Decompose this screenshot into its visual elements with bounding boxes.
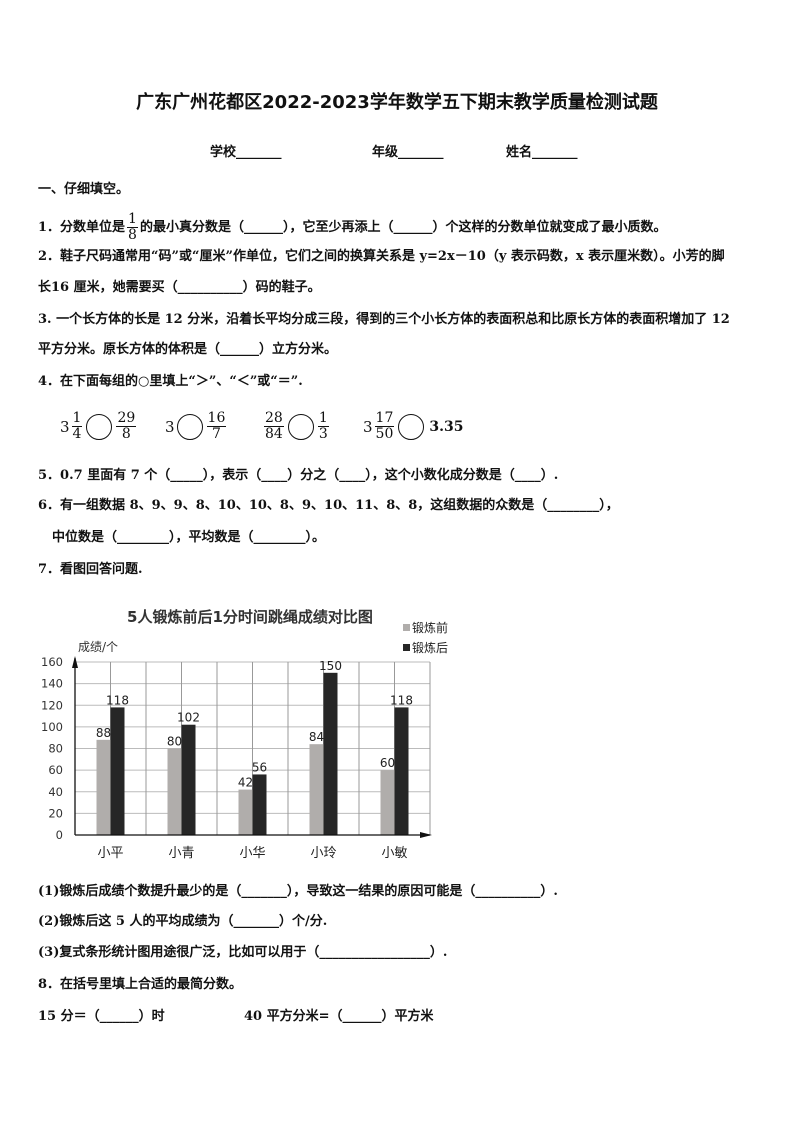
question-8: 8．在括号里填上合适的最简分数。 xyxy=(38,977,243,992)
whole-number: 3 xyxy=(363,417,373,436)
data-label: 88 xyxy=(96,726,111,740)
question-1: 1．分数单位是 1 8 的最小真分数是（______），它至少再添上（______）个… xyxy=(38,212,666,243)
section-heading: 一、仔细填空。 xyxy=(38,182,130,197)
name-field[interactable]: 姓名_______ xyxy=(506,145,578,160)
school-field[interactable]: 学校_______ xyxy=(210,145,282,160)
y-tick-label: 80 xyxy=(48,742,63,756)
fraction: 16 7 xyxy=(206,410,227,442)
fraction: 28 84 xyxy=(264,411,284,442)
question-6-line2: 中位数是（________），平均数是（________）。 xyxy=(52,530,326,545)
whole-number: 3 xyxy=(60,417,70,436)
y-tick-label: 160 xyxy=(41,655,63,669)
decimal-value: 3.35 xyxy=(429,418,464,435)
question-2-line2: 长16 厘米，她需要买（__________）码的鞋子。 xyxy=(38,280,321,295)
page-title: 广东广州花都区2022-2023学年数学五下期末教学质量检测试题 xyxy=(136,92,658,113)
comparison-item: 3 1 4 29 8 xyxy=(60,411,138,442)
comparison-item: 3 16 7 xyxy=(165,411,228,442)
denominator: 7 xyxy=(212,426,221,442)
data-label: 118 xyxy=(390,693,413,707)
numerator: 17 xyxy=(374,410,395,427)
chart-title: 5人锻炼前后1分时间跳绳成绩对比图 xyxy=(127,608,373,626)
y-tick-label: 100 xyxy=(41,720,63,734)
legend-label: 锻炼前 xyxy=(412,620,448,635)
question-3-line2: 平方分米。原长方体的体积是（______）立方分米。 xyxy=(38,342,338,357)
y-axis-arrow-icon xyxy=(72,656,78,668)
bar-after xyxy=(181,724,196,835)
answer-circle[interactable] xyxy=(398,413,425,440)
y-tick-label: 0 xyxy=(56,828,63,842)
x-tick-label: 小敏 xyxy=(381,846,407,861)
y-tick-label: 120 xyxy=(41,698,63,712)
q1-text-b: 的最小真分数是（______），它至少再添上（______）个这样的分数单位就变… xyxy=(139,220,667,235)
fraction: 29 8 xyxy=(116,410,137,442)
question-8-a: 15 分＝（______）时 xyxy=(38,1009,165,1024)
question-3-line1: 3. 一个长方体的长是 12 分米，沿着长平均分成三段，得到的三个小长方体的表面… xyxy=(38,312,730,327)
question-7-sub-3: (3)复式条形统计图用途很广泛，比如可以用于（_________________… xyxy=(38,945,448,960)
question-7: 7．看图回答问题. xyxy=(38,562,143,577)
fraction: 17 50 xyxy=(374,410,395,442)
x-tick-label: 小华 xyxy=(239,846,265,861)
comparison-item: 28 84 1 3 xyxy=(262,411,331,442)
answer-circle[interactable] xyxy=(287,413,314,440)
grade-field[interactable]: 年级_______ xyxy=(372,145,444,160)
question-4: 4．在下面每组的○里填上“＞”、“＜”或“＝”. xyxy=(38,374,303,389)
denominator: 3 xyxy=(318,426,328,442)
numerator: 1 xyxy=(127,211,138,228)
x-tick-label: 小青 xyxy=(168,846,194,861)
x-tick-label: 小平 xyxy=(97,846,123,861)
data-label: 118 xyxy=(106,693,129,707)
data-label: 150 xyxy=(319,659,342,673)
y-tick-label: 140 xyxy=(41,677,63,691)
legend-label: 锻炼后 xyxy=(412,640,448,655)
data-label: 60 xyxy=(380,756,395,770)
bar-after xyxy=(323,672,338,835)
question-7-sub-2: (2)锻炼后这 5 人的平均成绩为（_______）个/分. xyxy=(38,914,328,929)
denominator: 50 xyxy=(375,426,394,442)
numerator: 1 xyxy=(71,410,83,427)
numerator: 1 xyxy=(317,410,329,427)
question-7-sub-1: (1)锻炼后成绩个数提升最少的是（_______），导致这一结果的原因可能是（_… xyxy=(38,884,558,899)
y-tick-label: 40 xyxy=(48,785,63,799)
data-label: 84 xyxy=(309,730,324,744)
bar-before xyxy=(96,739,111,835)
x-tick-label: 小玲 xyxy=(310,846,336,861)
answer-circle[interactable] xyxy=(176,413,203,440)
numerator: 16 xyxy=(206,410,227,427)
numerator: 28 xyxy=(264,410,284,427)
legend-swatch xyxy=(403,624,410,631)
question-6-line1: 6．有一组数据 8、9、9、8、10、10、8、9、10、11、8、8，这组数据… xyxy=(38,498,619,513)
data-label: 80 xyxy=(167,735,182,749)
y-tick-label: 60 xyxy=(48,763,63,777)
bar-before xyxy=(309,744,324,835)
denominator: 84 xyxy=(265,426,283,442)
numerator: 29 xyxy=(116,410,137,427)
data-label: 56 xyxy=(252,760,267,774)
bar-before xyxy=(380,770,395,835)
question-5: 5．0.7 里面有 7 个（_____），表示（____）分之（____），这个… xyxy=(38,468,559,483)
data-label: 102 xyxy=(177,711,200,725)
x-axis-arrow-icon xyxy=(420,832,432,838)
bar-before xyxy=(238,789,253,835)
y-axis-label: 成绩/个 xyxy=(78,640,118,654)
bar-before xyxy=(167,748,182,835)
data-label: 42 xyxy=(238,776,253,790)
question-2-line1: 2．鞋子尺码通常用“码”或“厘米”作单位，它们之间的换算关系是 y=2x－10（… xyxy=(38,249,725,264)
answer-circle[interactable] xyxy=(86,413,113,440)
denominator: 8 xyxy=(128,227,137,243)
bar-after xyxy=(110,707,125,835)
denominator: 8 xyxy=(121,426,131,442)
bar-after xyxy=(394,707,409,835)
question-8-b: 40 平方分米=（______）平方米 xyxy=(244,1009,434,1024)
comparison-item: 3 17 50 3.35 xyxy=(363,411,463,442)
bar-after xyxy=(252,774,267,835)
legend-swatch xyxy=(403,644,410,651)
denominator: 4 xyxy=(72,426,82,442)
y-tick-label: 20 xyxy=(48,806,63,820)
q1-text-a: 1．分数单位是 xyxy=(38,220,126,235)
whole-number: 3 xyxy=(165,417,175,436)
